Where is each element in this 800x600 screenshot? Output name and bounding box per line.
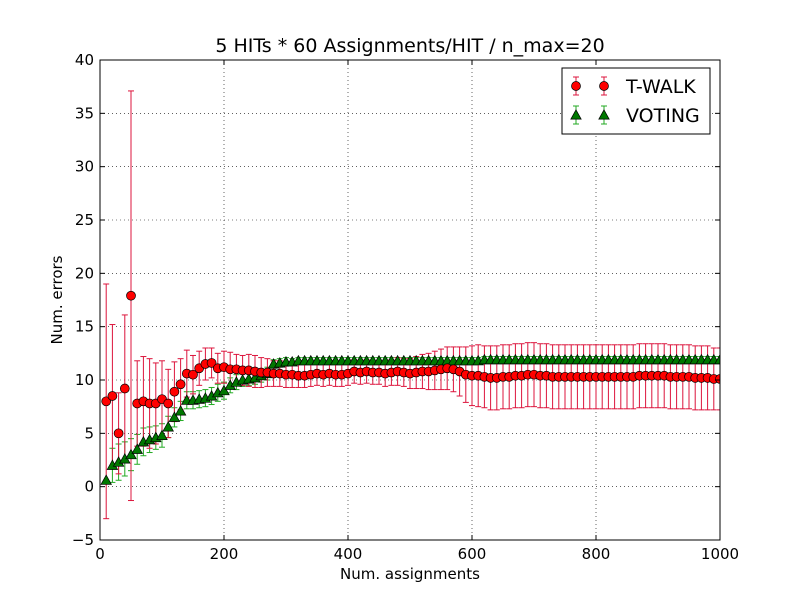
legend-entry-voting: VOTING [570,105,700,127]
chart-title: 5 HITs * 60 Assignments/HIT / n_max=20 [215,35,604,57]
data-point-circle [188,369,198,380]
legend-entry-twalk: T-WALK [571,76,696,98]
data-point-circle [715,374,720,384]
legend-box [561,67,711,135]
data-point-circle [206,358,217,368]
data-point-circle [101,396,112,407]
legend-marker [598,109,610,120]
y-tick-label: 0 [84,478,94,496]
series-layer [100,90,720,520]
y-tick-label: 10 [75,371,94,389]
data-point-triangle [125,448,137,460]
data-point-triangle [162,421,174,432]
data-point-triangle [168,411,181,422]
data-point-triangle [174,405,187,416]
y-tick-label: 40 [75,51,94,69]
data-point-triangle [218,384,230,396]
x-axis-label: Num. assignments [340,565,480,583]
y-tick-label: 30 [75,158,94,176]
x-tick-label: 1000 [701,545,739,563]
data-point-triangle [714,353,720,365]
x-tick-label: 800 [582,545,611,563]
legend-marker [599,81,609,91]
markers-voting [100,353,720,485]
legend: T-WALK VOTING [561,67,711,135]
y-tick-label: −5 [72,531,94,549]
data-point-circle [113,428,124,439]
data-point-triangle [156,429,168,440]
data-point-circle [163,398,174,409]
markers-twalk [101,290,720,439]
data-point-circle [119,383,130,394]
y-tick-label: 5 [84,424,94,442]
data-point-circle [126,290,136,301]
data-point-triangle [131,443,143,454]
y-tick-label: 15 [75,318,94,336]
data-point-triangle [100,474,112,485]
y-tick-label: 20 [75,264,94,282]
y-axis-label: Num. errors [48,255,66,344]
legend-label-voting: VOTING [626,105,700,127]
plot-frame [99,59,721,541]
y-tick-label: 35 [75,104,94,122]
legend-marker [570,109,582,120]
data-point-circle [107,391,118,401]
legend-marker [571,81,581,91]
legend-label-twalk: T-WALK [625,76,696,98]
x-tick-label: 400 [334,545,363,563]
data-point-circle [169,386,180,397]
x-tick-label: 200 [210,545,239,563]
y-tick-label: 25 [75,211,94,229]
x-tick-label: 600 [458,545,487,563]
x-tick-label: 0 [95,545,105,563]
data-point-circle [175,379,186,390]
